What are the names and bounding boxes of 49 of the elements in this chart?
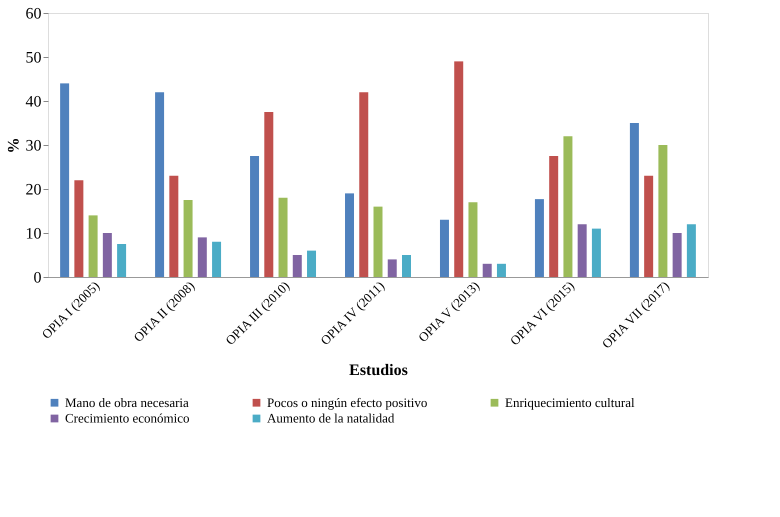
bar [184, 200, 193, 277]
bar [307, 250, 316, 277]
y-tick-label: 30 [26, 138, 42, 154]
bar [198, 237, 207, 277]
legend-label: Crecimiento económico [65, 410, 190, 426]
bar [88, 215, 98, 277]
y-tick-label: 0 [34, 270, 42, 286]
bar [117, 244, 126, 277]
y-axis-title: % [6, 138, 22, 154]
bar [250, 156, 260, 277]
bar [686, 224, 696, 277]
bar [292, 255, 302, 277]
bar [549, 156, 558, 277]
bar [169, 176, 178, 277]
y-tick-label: 40 [26, 94, 42, 110]
legend-label: Aumento de la natalidad [267, 410, 395, 426]
bar [672, 233, 682, 277]
bar [60, 83, 70, 277]
bar [402, 255, 411, 277]
bar [630, 123, 639, 277]
bar [278, 198, 288, 277]
bar [592, 228, 601, 277]
bar [359, 92, 368, 277]
bar [534, 199, 544, 277]
legend-label: Enriquecimiento cultural [505, 394, 635, 410]
bar [345, 193, 354, 277]
bar [388, 259, 397, 277]
bar [496, 264, 506, 277]
bar [468, 202, 478, 277]
bar [658, 145, 668, 277]
bar [212, 242, 222, 277]
legend-label: Pocos o ningún efecto positivo [267, 394, 428, 410]
bar [374, 206, 382, 277]
y-tick-label: 10 [26, 226, 42, 242]
bar [155, 92, 164, 277]
bar [102, 233, 112, 277]
bar [440, 220, 449, 277]
bar [454, 61, 464, 277]
bar [482, 264, 492, 277]
y-tick-label: 60 [26, 6, 42, 22]
bar [264, 112, 274, 277]
bar [74, 180, 84, 277]
bar [563, 136, 572, 277]
x-axis-title: Estudios [349, 362, 408, 380]
bar [578, 224, 587, 277]
bar [644, 176, 654, 277]
y-tick-label: 50 [26, 50, 42, 66]
legend-label: Mano de obra necesaria [65, 394, 190, 410]
y-tick-label: 20 [26, 182, 42, 198]
